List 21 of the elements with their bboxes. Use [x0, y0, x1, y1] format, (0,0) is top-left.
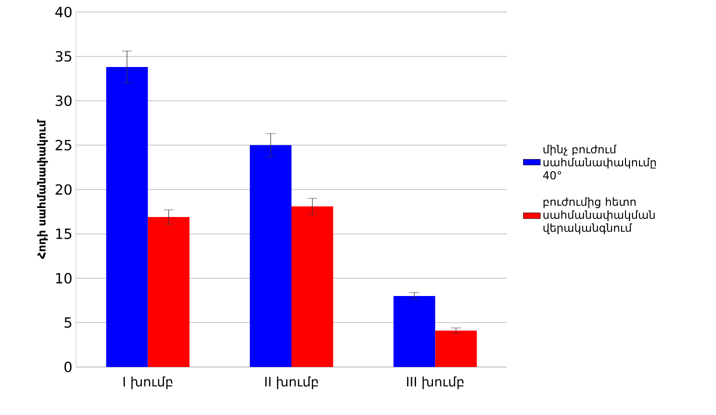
x-tick-label: II խումբ: [265, 376, 318, 390]
y-tick-label: 25: [56, 140, 72, 150]
y-tick-label: 5: [64, 317, 72, 328]
bar: [106, 67, 148, 367]
bar: [148, 217, 190, 367]
bar: [250, 145, 292, 367]
y-tick-label: 0: [64, 362, 72, 372]
y-tick-label: 40: [55, 6, 72, 18]
y-tick-label: 30: [56, 95, 72, 106]
y-tick-label: 20: [56, 184, 72, 195]
y-tick-label: 10: [56, 272, 72, 284]
y-tick-label: 15: [56, 228, 72, 240]
legend-label: մինչ բուժում սահմանափակումը 40°: [543, 144, 656, 180]
x-tick-label: I խումբ: [124, 376, 172, 390]
legend-label: բուժումից հետո սահմանափակման վերականգնում: [544, 197, 655, 234]
bar: [435, 330, 477, 367]
bar: [394, 296, 436, 367]
x-tick-label: III խումբ: [407, 376, 464, 390]
bar: [292, 206, 334, 367]
y-tick-label: 35: [56, 51, 72, 62]
y-axis-title: Հոդի սահմանափակում: [37, 119, 48, 260]
